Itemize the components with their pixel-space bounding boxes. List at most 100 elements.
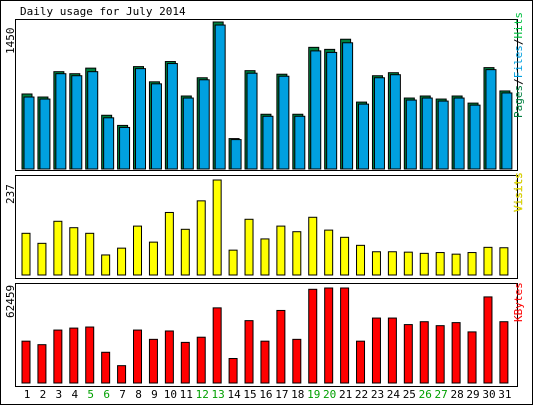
files-bar	[485, 69, 497, 170]
files-bar	[135, 68, 147, 170]
visits-bars	[21, 179, 509, 276]
files-bar	[453, 97, 465, 170]
day-label: 27	[435, 388, 448, 401]
kbytes-bar	[212, 307, 222, 384]
visits-bar	[228, 249, 238, 276]
day-label: 25	[403, 388, 416, 401]
day-label: 17	[275, 388, 288, 401]
visits-bar	[371, 251, 381, 276]
visits-bar	[244, 218, 254, 276]
visits-ymax-label: 237	[4, 184, 17, 204]
kbytes-bar	[260, 340, 270, 384]
visits-bar	[324, 229, 334, 276]
kbytes-bar	[419, 321, 429, 384]
day-label: 6	[103, 388, 110, 401]
day-labels: 1 2 3 4 5 6 7 8 9 10 11 12 13 14 15 16 17 18 19 20 21 22 23 24 2…	[24, 388, 512, 401]
files-bar	[182, 97, 194, 170]
kbytes-bar	[21, 340, 31, 384]
kbytes-bar	[435, 325, 445, 384]
kbytes-bar	[148, 338, 158, 384]
kbytes-bar	[164, 330, 174, 384]
files-bar	[87, 71, 99, 170]
visits-bar	[435, 252, 445, 276]
visits-bar	[164, 211, 174, 276]
visits-bar	[387, 251, 397, 276]
kbytes-bar	[403, 324, 413, 384]
legend-visits: Visits	[512, 172, 525, 212]
visits-bar	[37, 242, 47, 276]
day-label: 23	[371, 388, 384, 401]
files-bar	[373, 77, 385, 170]
files-bar	[119, 126, 131, 170]
files-bar	[437, 100, 449, 170]
day-label: 2	[40, 388, 47, 401]
files-bar	[262, 115, 274, 170]
files-bar	[326, 51, 338, 170]
kbytes-bar	[244, 320, 254, 384]
files-bar	[198, 79, 210, 170]
legend-separator: /	[512, 78, 525, 85]
kbytes-bar	[85, 326, 95, 384]
visits-bar	[180, 228, 190, 276]
files-bar	[214, 24, 226, 170]
day-label: 16	[259, 388, 272, 401]
files-bar	[310, 50, 322, 170]
day-label: 21	[339, 388, 352, 401]
visits-bar	[356, 244, 366, 276]
visits-bar	[85, 232, 95, 276]
files-bar	[23, 96, 35, 170]
files-bar	[230, 139, 242, 170]
files-bar	[405, 99, 417, 170]
kbytes-bar	[483, 296, 493, 384]
kbytes-bar	[53, 329, 63, 384]
day-label: 13	[212, 388, 225, 401]
kbytes-bar	[180, 341, 190, 384]
files-bar	[39, 98, 51, 170]
kbytes-bar	[308, 288, 318, 384]
hits-ymax-label: 1450	[4, 28, 17, 55]
files-bar	[166, 63, 178, 170]
visits-legend: Visits	[512, 172, 525, 212]
day-label: 8	[135, 388, 142, 401]
day-label: 14	[227, 388, 241, 401]
hits-bars	[21, 21, 513, 170]
kbytes-legend: KBytes	[512, 282, 525, 322]
visits-bar	[53, 220, 63, 276]
kbytes-bar	[133, 329, 143, 384]
kbytes-bar	[101, 351, 111, 384]
day-label: 20	[323, 388, 336, 401]
kbytes-bar	[340, 287, 350, 384]
kbytes-bar	[69, 327, 79, 384]
kbytes-bar	[356, 340, 366, 384]
files-bar	[246, 72, 258, 170]
kbytes-bar	[292, 338, 302, 384]
files-bar	[358, 103, 370, 170]
visits-bar	[260, 238, 270, 276]
day-label: 22	[355, 388, 368, 401]
kbytes-bar	[196, 336, 206, 384]
visits-bar	[483, 246, 493, 276]
legend-files: Files	[512, 45, 525, 78]
day-label: 18	[291, 388, 304, 401]
day-label: 11	[180, 388, 193, 401]
kbytes-bar	[276, 309, 286, 384]
kbytes-bars	[21, 287, 509, 384]
visits-bar	[69, 227, 79, 276]
kbytes-bar	[467, 331, 477, 384]
visits-bar	[21, 232, 31, 276]
visits-bar	[467, 252, 477, 276]
kbytes-bar	[499, 321, 509, 384]
visits-bar	[419, 252, 429, 276]
visits-bar	[403, 251, 413, 276]
day-label: 7	[119, 388, 126, 401]
kbytes-bar	[324, 287, 334, 384]
files-bar	[103, 117, 115, 170]
files-bar	[501, 92, 513, 170]
day-label: 10	[164, 388, 177, 401]
day-label: 3	[56, 388, 63, 401]
files-bar	[421, 97, 433, 170]
visits-bar	[308, 216, 318, 276]
files-bar	[71, 75, 83, 170]
kbytes-bar	[37, 344, 47, 384]
